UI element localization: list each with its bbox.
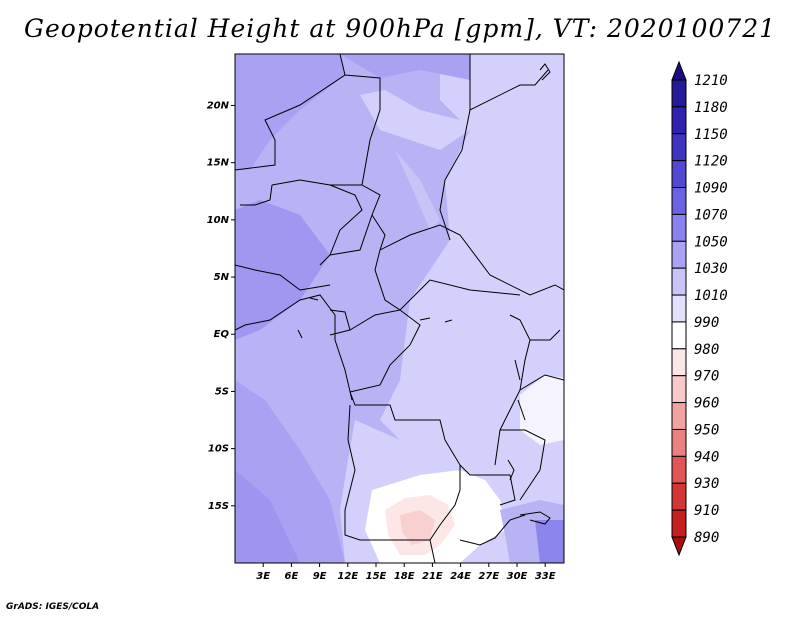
- colorbar-label: 1090: [694, 181, 728, 197]
- lat-tick-label: 5N: [214, 272, 230, 283]
- colorbar-box: [671, 509, 687, 538]
- colorbar-label: 1010: [694, 288, 728, 304]
- lon-tick-label: 33E: [535, 571, 556, 582]
- longitude-axis: 3E 6E 9E 12E 15E 18E 21E 24E 27E 30E 33E: [256, 563, 556, 582]
- colorbar: 1210 1180 1150 1120 1090 1070 1050 1030 1010 990 9…: [671, 60, 728, 557]
- colorbar-label: 1180: [694, 100, 728, 116]
- colorbar-label: 970: [694, 369, 719, 385]
- colorbar-label: 1210: [694, 73, 728, 89]
- lon-tick-label: 30E: [507, 571, 528, 582]
- lat-tick-label: 5S: [215, 386, 229, 397]
- colorbar-bottom-arrow: [671, 536, 687, 557]
- lon-tick-label: 12E: [337, 571, 358, 582]
- lat-tick-label: 10N: [207, 215, 230, 226]
- lat-tick-label: EQ: [214, 329, 230, 340]
- colorbar-label: 1150: [694, 127, 728, 143]
- lat-tick-label: 15N: [207, 158, 230, 169]
- latitude-axis: 20N 15N 10N 5N EQ 5S 10S 15S: [207, 100, 235, 512]
- colorbar-box: [671, 428, 687, 457]
- lon-tick-label: 6E: [285, 571, 299, 582]
- colorbar-box: [671, 79, 687, 108]
- colorbar-box: [671, 375, 687, 404]
- colorbar-box: [671, 240, 687, 269]
- colorbar-box: [671, 160, 687, 189]
- lon-tick-label: 9E: [313, 571, 327, 582]
- lon-tick-label: 18E: [394, 571, 415, 582]
- boundaries: [235, 54, 564, 563]
- colorbar-box: [671, 321, 687, 350]
- colorbar-box: [671, 133, 687, 162]
- colorbar-label: 990: [694, 315, 719, 331]
- colorbar-label: 950: [694, 422, 719, 438]
- lon-tick-label: 24E: [450, 571, 471, 582]
- colorbar-box: [671, 106, 687, 135]
- colorbar-label: 910: [694, 503, 719, 519]
- lat-tick-label: 20N: [207, 100, 230, 111]
- lon-tick-label: 15E: [366, 571, 387, 582]
- colorbar-label: 930: [694, 476, 719, 492]
- colorbar-label: 940: [694, 449, 719, 465]
- colorbar-box: [671, 294, 687, 323]
- colorbar-label: 1070: [694, 207, 728, 223]
- lat-tick-label: 10S: [208, 444, 229, 455]
- lon-tick-label: 27E: [478, 571, 499, 582]
- colorbar-box: [671, 267, 687, 296]
- colorbar-box: [671, 348, 687, 377]
- map-frame: [234, 53, 565, 564]
- colorbar-box: [671, 482, 687, 511]
- colorbar-label: 980: [694, 342, 719, 358]
- colorbar-box: [671, 402, 687, 430]
- colorbar-box: [671, 187, 687, 215]
- grads-credit: GrADS: IGES/COLA: [6, 602, 100, 612]
- colorbar-label: 1030: [694, 261, 728, 277]
- colorbar-label: 1120: [694, 154, 728, 170]
- map-title: Geopotential Height at 900hPa [gpm], VT:…: [23, 14, 777, 43]
- height-field: [235, 54, 564, 563]
- colorbar-top-arrow: [671, 60, 687, 81]
- lon-tick-label: 3E: [256, 571, 270, 582]
- colorbar-label: 890: [694, 530, 719, 546]
- colorbar-label: 1050: [694, 234, 728, 250]
- colorbar-box: [671, 213, 687, 242]
- colorbar-box: [671, 455, 687, 484]
- lon-tick-label: 21E: [422, 571, 443, 582]
- colorbar-label: 960: [694, 396, 719, 412]
- lat-tick-label: 15S: [208, 501, 229, 512]
